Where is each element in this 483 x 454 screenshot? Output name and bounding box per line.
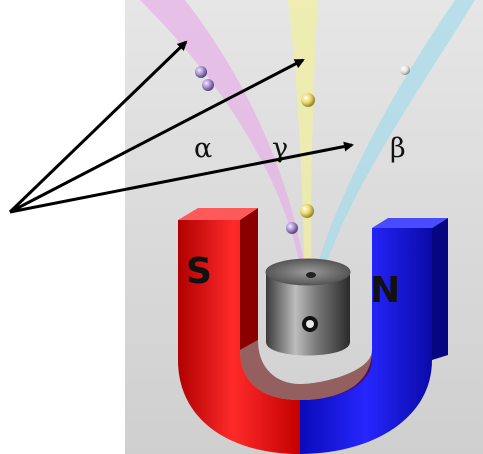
arrow-to-gamma-beam: [9, 58, 305, 214]
magnet-south-half: [178, 220, 300, 454]
gamma-label: γ: [272, 133, 288, 164]
gamma-particle: [301, 93, 315, 107]
arrow-to-alpha-beam: [8, 40, 188, 214]
gamma-particle-lower: [300, 204, 314, 218]
radiation-source-cylinder: [265, 258, 351, 356]
alpha-particle-lower: [286, 222, 298, 234]
alpha-beam: [140, 0, 310, 300]
magnet-inner-floor: [240, 340, 372, 400]
magnet-south-inner: [240, 208, 258, 350]
gamma-beam: [288, 0, 318, 300]
magnet-north-half: [300, 228, 432, 454]
beta-particle: [400, 65, 410, 75]
magnet-north-top: [372, 218, 448, 228]
horseshoe-magnet: [178, 208, 448, 454]
alpha-label: α: [194, 133, 212, 164]
beta-label: β: [390, 133, 406, 164]
magnet-south-top: [178, 208, 258, 220]
magnet-north-side: [432, 218, 448, 360]
alpha-particle: [195, 66, 214, 91]
radiation-beams: [140, 0, 475, 300]
north-pole-label: N: [370, 270, 400, 311]
south-pole-label: S: [186, 251, 212, 292]
arrow-to-beta-beam: [9, 141, 354, 214]
pointer-arrows: [8, 40, 354, 214]
